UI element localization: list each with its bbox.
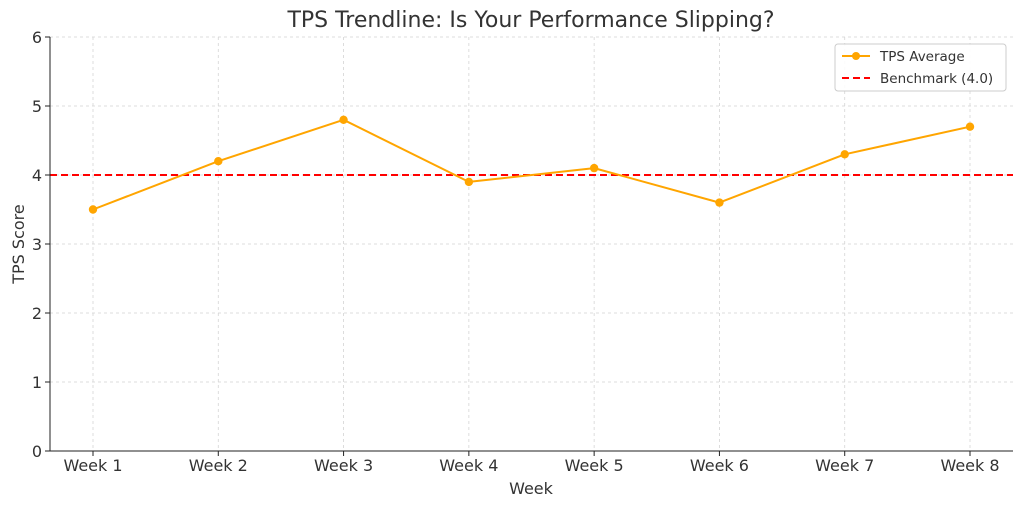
y-tick-label: 6 (32, 28, 42, 47)
x-tick-label: Week 5 (565, 456, 624, 475)
x-tick-label: Week 8 (940, 456, 999, 475)
x-tick-label: Week 4 (439, 456, 498, 475)
tps-average-line (92, 118, 971, 211)
y-tick-label: 4 (32, 166, 42, 185)
tps-average-point (214, 157, 223, 166)
x-tick-label: Week 2 (189, 456, 248, 475)
tps-average-point (88, 205, 98, 214)
axes (45, 36, 1013, 456)
y-axis-label: TPS Score (9, 204, 28, 284)
legend: TPS Average Benchmark (4.0) (834, 43, 1007, 92)
tps-average-point (464, 177, 474, 187)
tps-average-point (965, 122, 975, 131)
tps-average-point (589, 163, 599, 173)
x-tick-label: Week 3 (314, 456, 373, 475)
grid (50, 36, 1013, 452)
x-axis-label: Week (509, 479, 554, 498)
y-tick-label: 5 (32, 97, 42, 116)
y-tick-label: 3 (32, 235, 42, 254)
tick-labels: 0 1 2 3 4 5 6 Week 1 Week 2 Week 3 Week 4 Week 5 Wee… (32, 28, 1000, 475)
y-tick-label: 2 (32, 304, 42, 323)
tps-average-point (715, 198, 724, 207)
x-tick-label: Week 7 (815, 456, 874, 475)
legend-label-benchmark: Benchmark (4.0) (880, 71, 993, 87)
legend-label-tps-average: TPS Average (879, 49, 965, 65)
legend-marker-tps-average (852, 52, 860, 60)
y-tick-label: 0 (32, 442, 42, 461)
tps-average-point (339, 115, 348, 125)
tps-average-point (840, 150, 849, 159)
legend-box (834, 43, 1007, 92)
x-tick-label: Week 6 (690, 456, 749, 475)
series-layer (88, 115, 975, 214)
chart-title: TPS Trendline: Is Your Performance Slipp… (286, 8, 774, 33)
y-tick-label: 1 (32, 373, 42, 392)
x-tick-label: Week 1 (63, 456, 122, 475)
